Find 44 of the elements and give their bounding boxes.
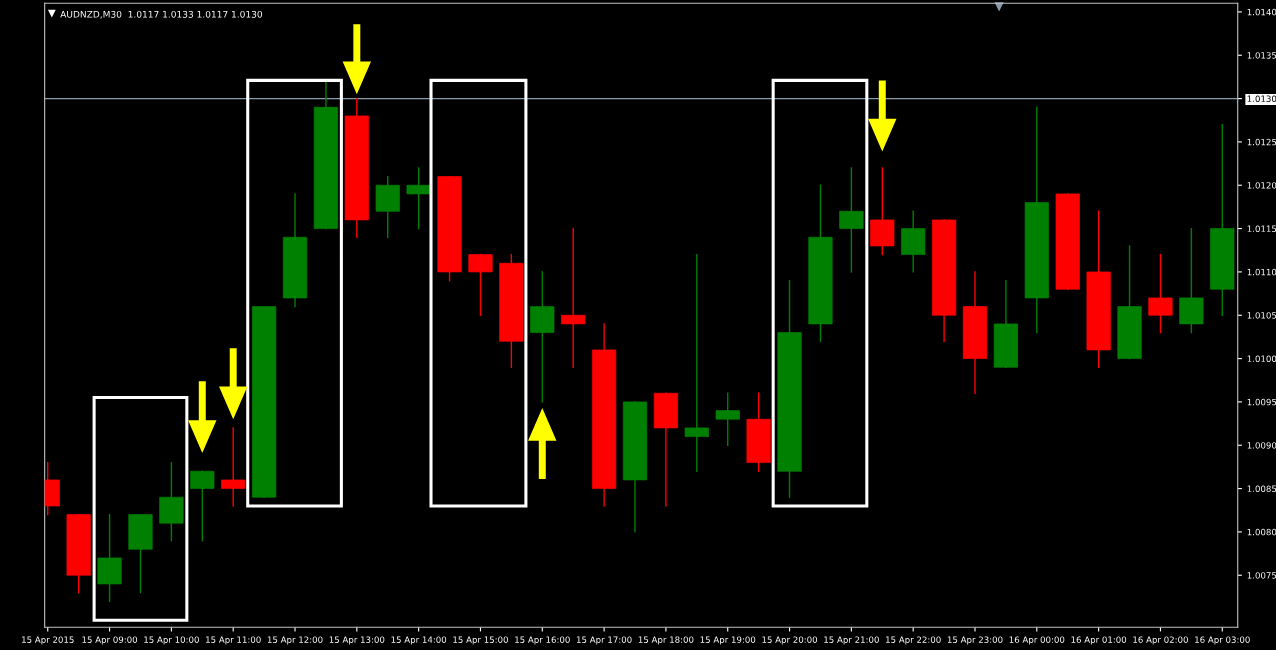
- y-tick-label: 1.0125: [1247, 138, 1276, 146]
- y-tick-label: 1.0120: [1247, 182, 1276, 189]
- x-tick-label: 15 Apr 12:00: [267, 636, 323, 645]
- y-tick-label: 1.0115: [1247, 225, 1276, 232]
- x-tick-label: 16 Apr 01:00: [1071, 636, 1127, 645]
- x-tick-label: 15 Apr 22:00: [886, 636, 941, 645]
- y-tick-label: 1.0135: [1247, 52, 1276, 59]
- text: AUDNZD,M30 1.0117 1.0133 1.0117 1.0130: [60, 10, 263, 19]
- candlestick: [715, 392, 740, 446]
- x-tick-label: 15 Apr 10:00: [144, 636, 199, 645]
- candlestick: [406, 167, 431, 230]
- candlestick: [561, 227, 586, 368]
- y-tick-label: 1.0110: [1247, 268, 1276, 276]
- candlestick: [1148, 253, 1173, 334]
- x-tick-label: 15 Apr 15:00: [453, 636, 508, 645]
- candlestick: [468, 253, 493, 316]
- x-tick-label: 16 Apr 03:00: [1195, 636, 1250, 645]
- candlestick: [221, 427, 246, 507]
- x-tick-label: 15 Apr 14:00: [391, 636, 447, 645]
- x-tick-label: 15 Apr 17:00: [576, 636, 632, 645]
- x-tick-label: 16 Apr 00:00: [1009, 636, 1065, 645]
- y-tick-label: 1.0085: [1247, 485, 1276, 492]
- x-tick-label: 15 Apr 16:00: [515, 636, 570, 645]
- x-tick-label: 16 Apr 02:00: [1133, 636, 1188, 645]
- x-tick-label: 15 Apr 21:00: [824, 636, 879, 645]
- y-tick-label: 1.0095: [1247, 398, 1276, 406]
- y-tick-label: 1.0090: [1247, 442, 1276, 449]
- candlestick: [684, 253, 709, 472]
- candlestick: [190, 470, 215, 542]
- candlestick: [839, 167, 864, 273]
- x-tick-label: 15 Apr 2015: [22, 636, 74, 645]
- x-tick-label: 15 Apr 23:00: [947, 636, 1003, 645]
- x-tick-label: 15 Apr 18:00: [638, 636, 694, 645]
- y-tick-label: 1.0105: [1247, 312, 1276, 319]
- y-tick-label: 1.0080: [1247, 528, 1276, 536]
- x-tick-label: 15 Apr 11:00: [206, 636, 261, 645]
- x-tick-label: 15 Apr 13:00: [329, 636, 385, 645]
- x-tick-label: 15 Apr 09:00: [82, 636, 138, 645]
- y-tick-label: 1.0100: [1247, 355, 1276, 362]
- x-tick-label: 15 Apr 20:00: [762, 636, 818, 645]
- y-tick-label: 1.0130: [1247, 95, 1276, 102]
- y-tick-label: 1.0075: [1247, 572, 1276, 579]
- y-tick-label: 1.0140: [1247, 8, 1276, 16]
- x-tick-label: 15 Apr 19:00: [700, 636, 756, 645]
